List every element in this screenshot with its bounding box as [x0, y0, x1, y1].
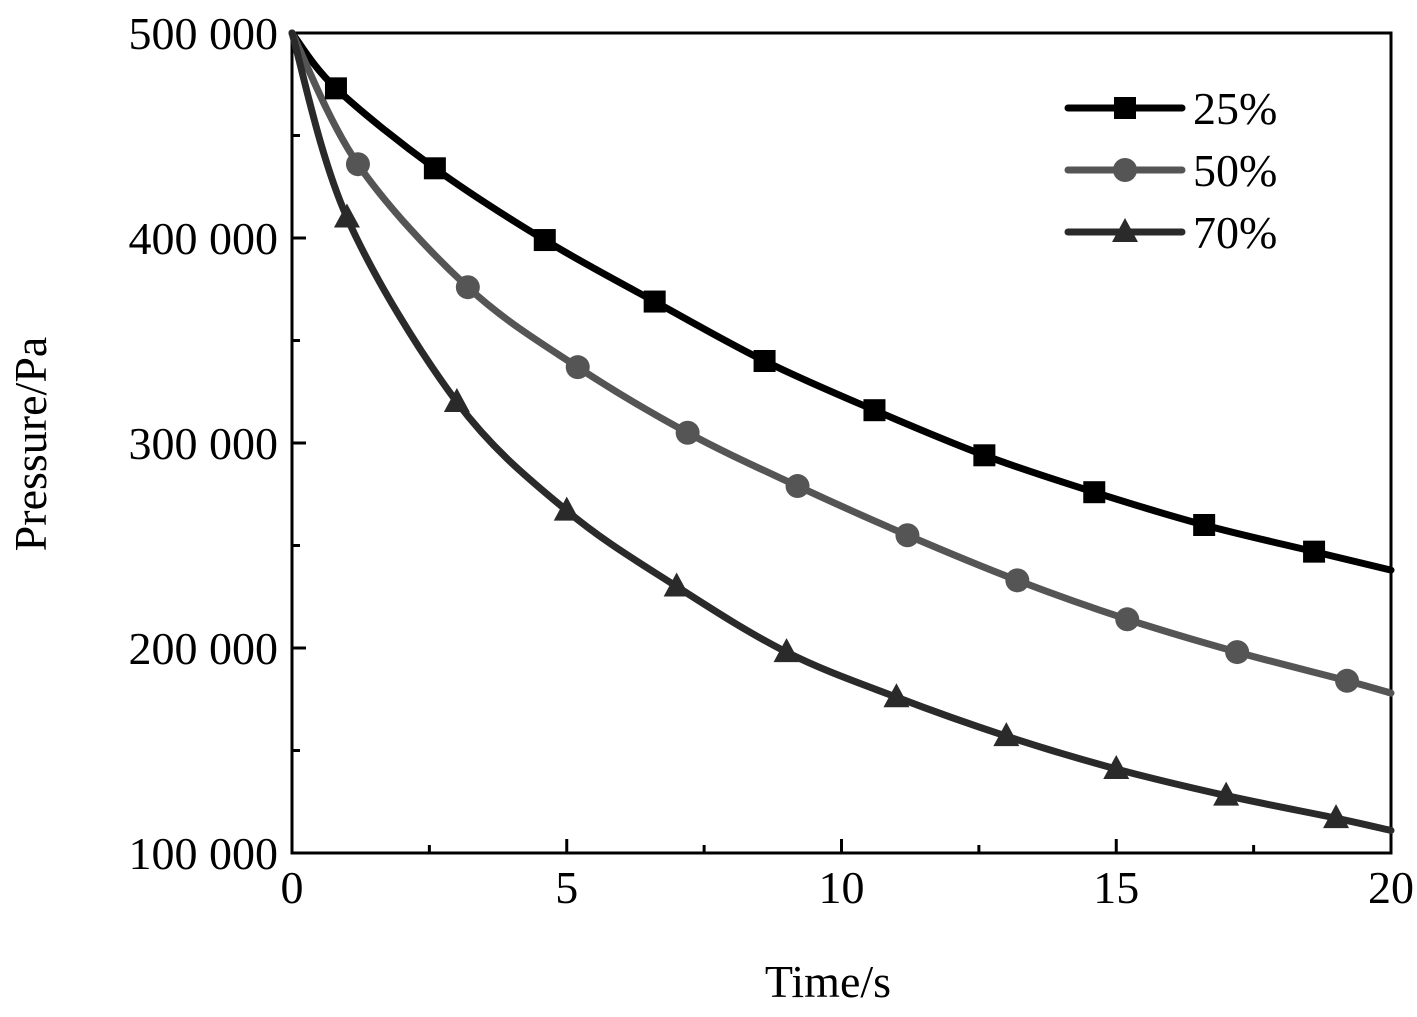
legend-label-2: 70% — [1193, 207, 1277, 258]
y-tick-label-1: 200 000 — [129, 623, 279, 674]
legend: 25% 50% 70% — [1064, 83, 1277, 258]
series-2-point-6 — [883, 683, 910, 708]
series-markers — [324, 77, 1360, 829]
series-2-point-3 — [553, 496, 580, 521]
legend-label-1: 50% — [1193, 145, 1277, 196]
series-0-point-3 — [533, 229, 556, 252]
series-0-point-10 — [1303, 540, 1326, 563]
x-axis-title: Time/s — [765, 956, 891, 1007]
series-1-point-8 — [1115, 607, 1140, 632]
legend-marker-0 — [1114, 97, 1136, 119]
axis-tick-labels: 0 5 10 15 20 100 000 200 000 300 000 400 000 500 … — [129, 8, 1415, 913]
legend-marker-1 — [1113, 158, 1137, 182]
series-1-point-2 — [455, 275, 480, 300]
y-tick-label-0: 100 000 — [129, 828, 279, 879]
legend-label-0: 25% — [1193, 83, 1277, 134]
series-1-point-4 — [675, 420, 700, 445]
series-2-point-8 — [1103, 754, 1130, 779]
series-2-point-2 — [443, 388, 470, 412]
x-tick-label-1: 5 — [555, 862, 578, 913]
x-tick-label-3: 15 — [1093, 862, 1139, 913]
series-2-point-7 — [993, 722, 1020, 747]
series-1-point-6 — [895, 523, 920, 548]
series-2-point-1 — [333, 203, 360, 228]
series-1-point-10 — [1335, 668, 1360, 693]
series-0-point-9 — [1193, 514, 1216, 536]
series-1-point-3 — [565, 355, 590, 380]
series-0-point-5 — [753, 350, 776, 372]
series-0-point-6 — [863, 399, 886, 422]
series-1-point-1 — [345, 152, 370, 177]
series-1-point-5 — [785, 474, 810, 499]
x-tick-label-0: 0 — [281, 862, 304, 913]
series-0-point-7 — [973, 444, 996, 467]
series-0-point-4 — [643, 290, 666, 313]
x-tick-label-2: 10 — [819, 862, 865, 913]
series-1-point-7 — [1005, 568, 1030, 593]
series-0-point-1 — [324, 77, 347, 100]
series-2-point-9 — [1213, 781, 1240, 806]
series-0-point-8 — [1083, 481, 1106, 504]
x-tick-label-4: 20 — [1368, 862, 1414, 913]
y-tick-label-4: 500 000 — [129, 8, 279, 59]
series-2-point-4 — [663, 572, 690, 597]
series-1-point-9 — [1225, 640, 1250, 665]
series-2-point-5 — [773, 638, 800, 663]
y-axis-title: Pressure/Pa — [5, 337, 56, 552]
legend-marker-2 — [1112, 218, 1138, 242]
y-tick-label-2: 300 000 — [129, 418, 279, 469]
series-0-point-2 — [423, 157, 446, 180]
axis-ticks — [290, 31, 1393, 855]
series-2-point-10 — [1323, 804, 1350, 829]
y-tick-label-3: 400 000 — [129, 213, 279, 264]
